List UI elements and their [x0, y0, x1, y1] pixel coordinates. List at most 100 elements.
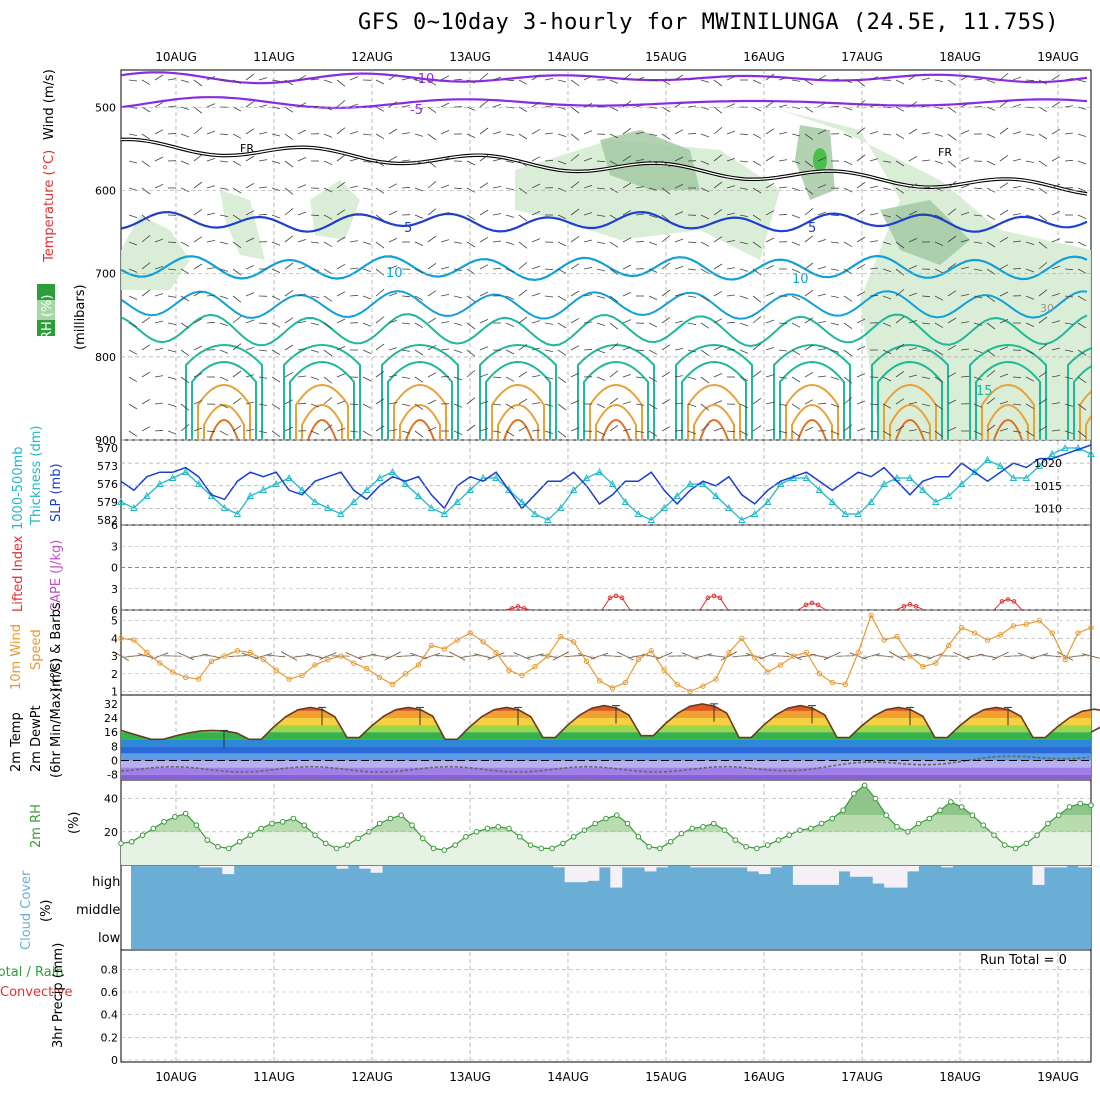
run-total: Run Total = 0: [980, 953, 1067, 968]
warm-dome: [987, 404, 1029, 440]
wind10m-point: [558, 633, 564, 640]
thickness-point: [453, 498, 462, 505]
wind-barb: [466, 106, 476, 111]
wind10m-point: [376, 674, 383, 680]
wind-barb: [440, 157, 450, 162]
wind10m-point: [752, 655, 758, 661]
wind-barb: [375, 79, 385, 85]
thickness-point: [272, 480, 280, 487]
rh2m-point: [1001, 842, 1008, 848]
rh2m-point: [926, 815, 933, 822]
dewpoint-line: [120, 755, 1090, 773]
thickness-point: [957, 480, 966, 487]
wind-barb: [726, 103, 736, 108]
wind10m-barb: [384, 651, 401, 661]
wind-barb: [921, 403, 931, 407]
wind-barb: [479, 127, 489, 135]
wind-barb: [661, 262, 671, 270]
temp-tick: 0: [111, 755, 118, 768]
li-point: [901, 604, 907, 609]
wind-barb: [752, 425, 762, 432]
wind-barb: [713, 154, 723, 162]
wind-barb: [206, 75, 216, 81]
wind-barb: [1038, 160, 1048, 167]
wind-barb: [739, 376, 749, 382]
wind-barb: [128, 79, 138, 82]
wind-barb: [856, 100, 866, 108]
wind10m-barb: [732, 654, 751, 658]
wind10m-barb: [461, 654, 480, 658]
wind-barb: [180, 79, 190, 83]
temp-band: [121, 760, 1091, 768]
high-cloud-gap: [655, 866, 668, 868]
wind-barb: [843, 79, 853, 84]
wind-barb: [622, 237, 632, 243]
date-label-top: 15AUG: [645, 50, 687, 64]
wind10m-barb: [293, 654, 312, 658]
wind-barb: [895, 241, 905, 249]
wind10m-point: [312, 662, 318, 668]
wind-barb: [869, 294, 879, 297]
thickness-point: [220, 504, 229, 511]
wind-barb: [349, 267, 359, 270]
wind-barb: [466, 214, 476, 221]
wind-barb: [622, 128, 632, 135]
wind-barb: [336, 318, 346, 324]
wind-barb: [297, 320, 307, 324]
wind-barb: [453, 241, 463, 244]
wind-barb: [648, 160, 658, 164]
high-cloud-gap: [792, 866, 805, 885]
wind-barb: [323, 397, 333, 405]
high-cloud-gap: [895, 866, 908, 888]
wind10m-point: [415, 662, 422, 668]
rh2m-point: [1023, 840, 1030, 847]
wind-barb: [544, 430, 554, 435]
wind-barb: [1064, 403, 1074, 407]
wind-barb: [245, 101, 255, 108]
wind-tick: 5: [111, 615, 118, 628]
thickness-point: [1048, 450, 1056, 457]
wind-barb: [453, 295, 463, 299]
rh2m-point: [570, 833, 577, 840]
wind-barb: [999, 291, 1009, 297]
wind-barb: [830, 403, 840, 408]
wind-barb: [765, 264, 775, 270]
wind-barb: [557, 133, 567, 138]
thickness-point: [867, 498, 875, 505]
thickness-label-2: Thickness (dm): [29, 426, 44, 526]
wind-barb: [258, 349, 268, 352]
warm-dome: [969, 344, 1047, 440]
wind-barb: [440, 75, 450, 81]
wind-barb: [947, 317, 957, 324]
thickness-line: [120, 447, 1092, 521]
rh2m-point: [991, 832, 997, 838]
thickness-tick: 570: [97, 442, 118, 455]
temp-band: [121, 732, 1091, 740]
wind-barb: [609, 397, 619, 405]
wind-barb: [219, 403, 229, 409]
slp-thickness-panel: [117, 444, 1095, 523]
wind10m-point: [1062, 656, 1068, 663]
wind-barb: [596, 322, 606, 327]
wind-barb: [245, 428, 255, 432]
li-point: [809, 600, 815, 606]
pressure-tick: 600: [95, 185, 116, 198]
wind-barb: [271, 430, 281, 437]
isotherm-label-minus5: -5: [410, 103, 423, 118]
rh2m-point: [1066, 804, 1073, 810]
wind-barb: [323, 160, 333, 166]
li-point: [705, 595, 711, 601]
wind-barb: [921, 376, 931, 380]
wind-barb: [1025, 376, 1035, 382]
warm-dome: [993, 419, 1023, 440]
wind-barb: [232, 295, 242, 303]
wind10m-point: [182, 674, 189, 680]
wind-barb: [739, 214, 749, 218]
wind-barb: [518, 241, 528, 249]
wind-barb: [427, 426, 437, 432]
wind-barb: [375, 214, 385, 221]
wind-barb: [609, 133, 619, 139]
wind-barb: [921, 349, 931, 352]
wind-barb: [167, 322, 177, 326]
wind-barb: [401, 349, 411, 352]
